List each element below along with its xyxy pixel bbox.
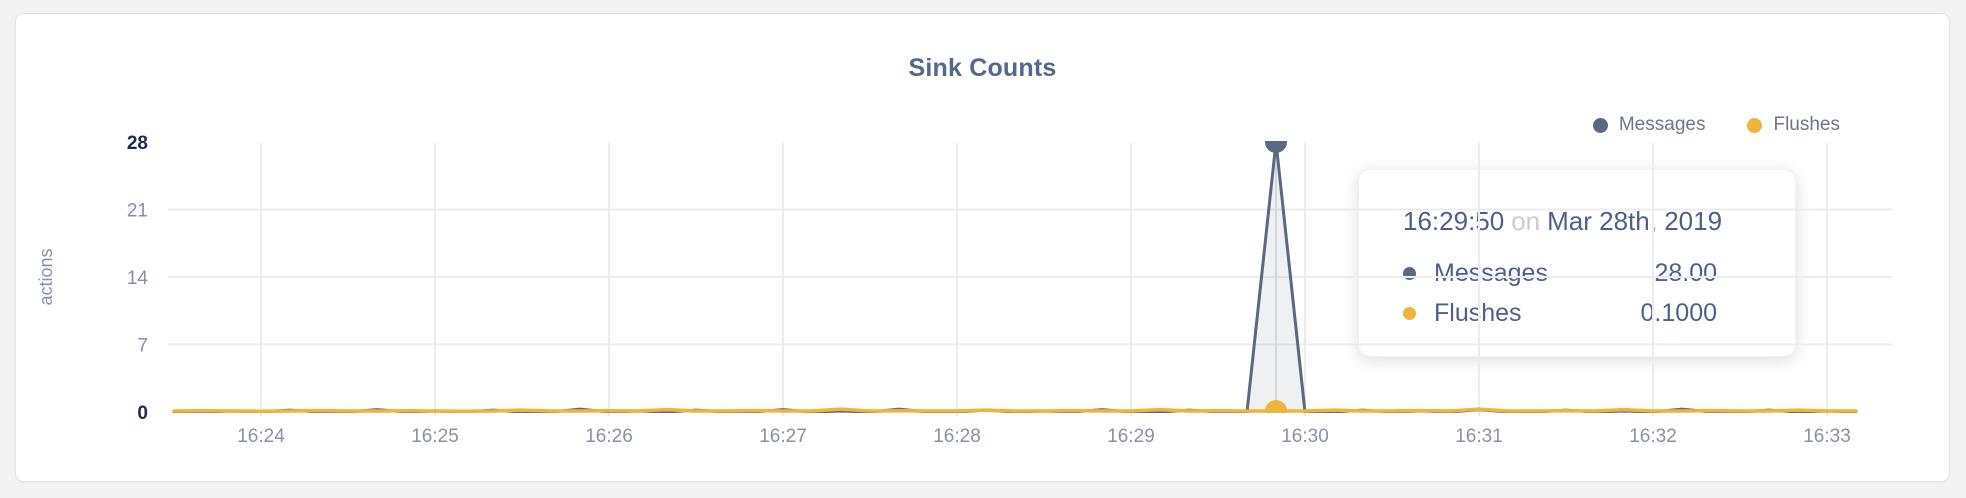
flushes-series-dot-icon <box>1747 117 1763 133</box>
tooltip-row-messages: Messages 28.00 <box>1403 253 1717 293</box>
tooltip-time: 16:29:50 <box>1403 206 1505 236</box>
messages-dot-icon <box>1403 266 1416 280</box>
tooltip-value-messages: 28.00 <box>1654 258 1717 287</box>
flushes-dot-icon <box>1403 306 1416 320</box>
messages-series-dot-icon <box>1592 117 1608 133</box>
sink-counts-panel: Sink Counts Messages Flushes 16:29:50 on M… <box>15 13 1950 482</box>
legend-item-messages[interactable]: Messages <box>1592 114 1706 136</box>
tooltip-preposition: on <box>1511 206 1541 236</box>
tooltip-row-flushes: Flushes 0.1000 <box>1403 293 1717 333</box>
tooltip-date: Mar 28th, 2019 <box>1547 206 1723 236</box>
tooltip-label-flushes: Flushes <box>1434 298 1522 327</box>
chart-title: Sink Counts <box>908 54 1057 82</box>
hover-tooltip: 16:29:50 on Mar 28th, 2019 Messages 28.00 … <box>1358 169 1796 357</box>
tooltip-header: 16:29:50 on Mar 28th, 2019 <box>1403 206 1722 237</box>
chart-legend: Messages Flushes <box>1592 114 1840 136</box>
legend-label-flushes: Flushes <box>1773 114 1840 135</box>
tooltip-label-messages: Messages <box>1434 258 1548 287</box>
legend-item-flushes[interactable]: Flushes <box>1747 114 1840 136</box>
legend-label-messages: Messages <box>1618 114 1706 135</box>
tooltip-value-flushes: 0.1000 <box>1640 298 1717 327</box>
